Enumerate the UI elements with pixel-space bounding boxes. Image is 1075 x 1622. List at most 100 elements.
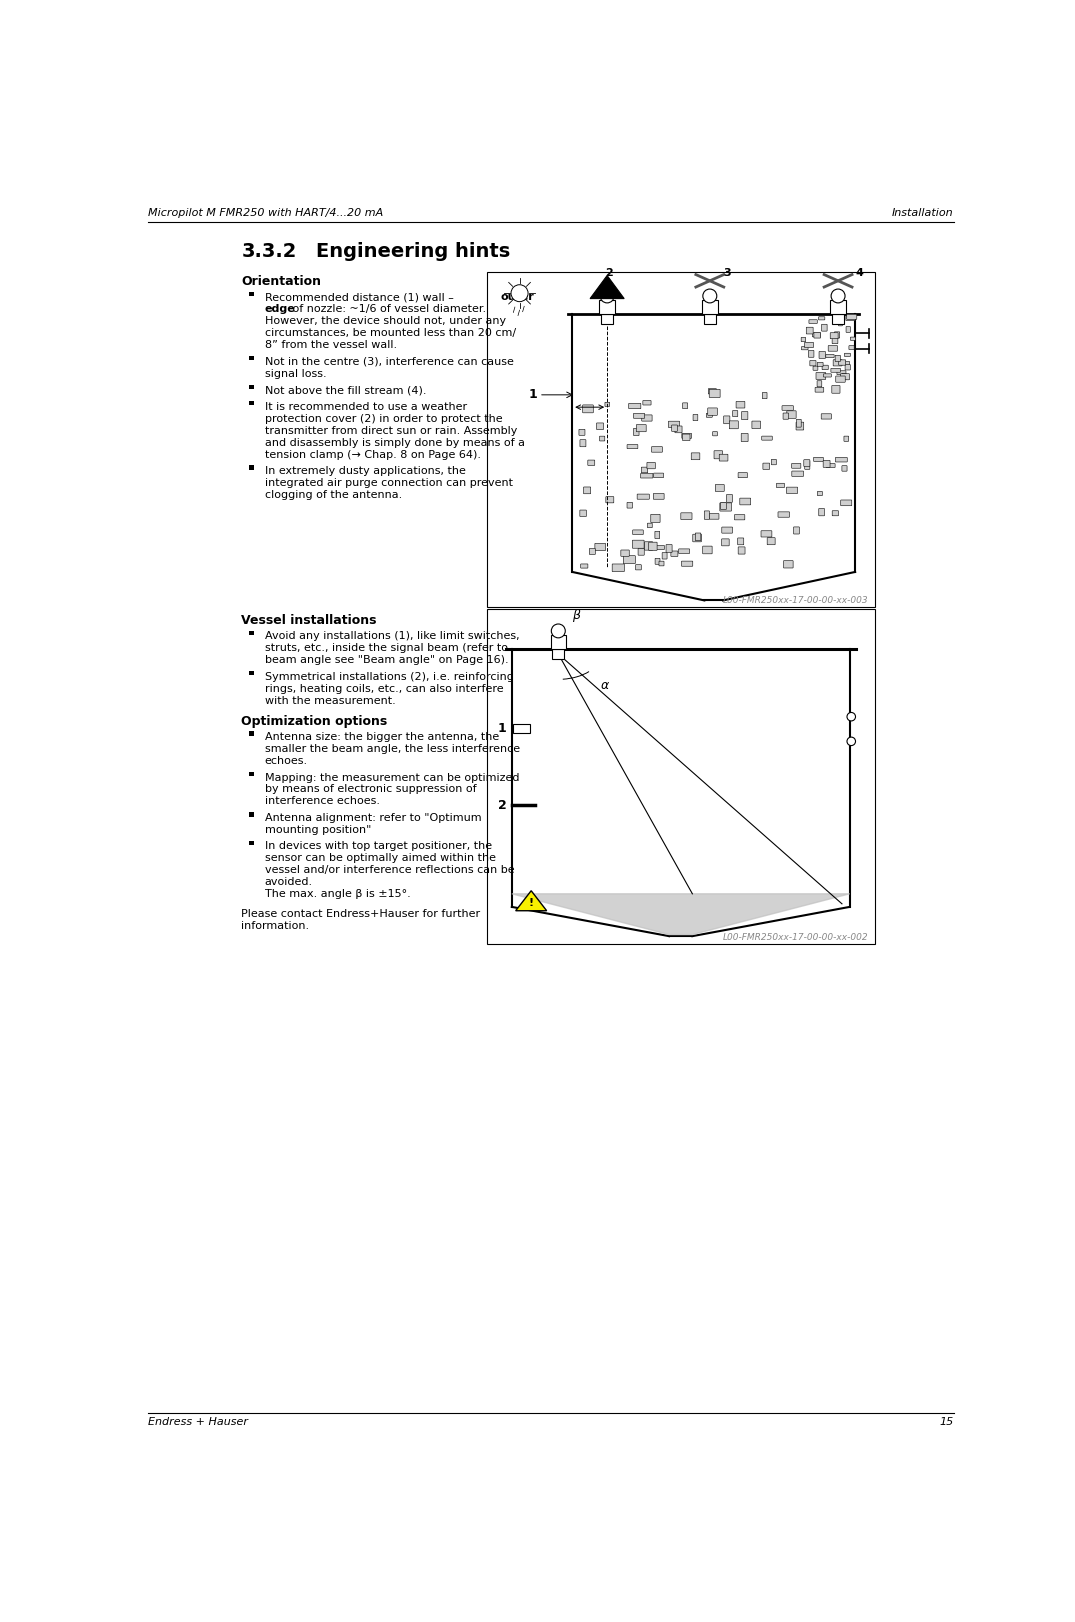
FancyBboxPatch shape (680, 513, 692, 519)
FancyBboxPatch shape (847, 315, 857, 320)
Text: sensor can be optimally aimed within the: sensor can be optimally aimed within the (264, 853, 496, 863)
Text: Avoid any installations (1), like limit switches,: Avoid any installations (1), like limit … (264, 631, 519, 641)
FancyBboxPatch shape (739, 472, 747, 478)
Text: Antenna size: the bigger the antenna, the: Antenna size: the bigger the antenna, th… (264, 732, 499, 743)
FancyBboxPatch shape (787, 487, 798, 493)
Text: rings, heating coils, etc., can also interfere: rings, heating coils, etc., can also int… (264, 683, 503, 694)
FancyBboxPatch shape (832, 511, 839, 516)
FancyBboxPatch shape (654, 493, 664, 500)
FancyBboxPatch shape (655, 558, 660, 564)
FancyBboxPatch shape (797, 422, 804, 430)
Bar (249, 732, 254, 736)
FancyBboxPatch shape (768, 537, 775, 545)
Text: It is recommended to use a weather: It is recommended to use a weather (264, 402, 467, 412)
Text: outer: outer (501, 292, 534, 302)
Text: Optimization options: Optimization options (241, 715, 388, 728)
FancyBboxPatch shape (720, 503, 727, 509)
FancyBboxPatch shape (827, 464, 835, 467)
Bar (249, 384, 254, 389)
FancyBboxPatch shape (633, 414, 645, 418)
Text: Engineering hints: Engineering hints (316, 242, 511, 261)
Bar (487, 608, 874, 944)
Bar (249, 672, 254, 675)
FancyBboxPatch shape (678, 548, 690, 553)
FancyBboxPatch shape (612, 564, 625, 571)
FancyBboxPatch shape (830, 333, 838, 339)
FancyBboxPatch shape (647, 462, 656, 469)
FancyBboxPatch shape (632, 540, 644, 548)
FancyBboxPatch shape (671, 551, 678, 556)
FancyBboxPatch shape (819, 509, 825, 516)
Polygon shape (516, 890, 547, 910)
Text: 2: 2 (498, 798, 506, 811)
FancyBboxPatch shape (643, 401, 651, 406)
FancyBboxPatch shape (818, 316, 825, 320)
Bar (514, 723, 530, 733)
FancyBboxPatch shape (832, 337, 837, 344)
FancyBboxPatch shape (762, 393, 768, 399)
Circle shape (600, 289, 614, 303)
FancyBboxPatch shape (708, 389, 716, 394)
Polygon shape (590, 276, 625, 298)
Text: 8” from the vessel wall.: 8” from the vessel wall. (264, 341, 397, 350)
Text: smaller the beam angle, the less interference: smaller the beam angle, the less interfe… (264, 744, 519, 754)
Bar (249, 292, 254, 297)
FancyBboxPatch shape (729, 420, 739, 428)
FancyBboxPatch shape (808, 350, 814, 357)
Text: transmitter from direct sun or rain. Assembly: transmitter from direct sun or rain. Ass… (264, 425, 517, 436)
Bar (702, 300, 718, 315)
FancyBboxPatch shape (579, 509, 586, 516)
FancyBboxPatch shape (642, 415, 653, 422)
Bar (487, 271, 874, 607)
Text: Mapping: the measurement can be optimized: Mapping: the measurement can be optimize… (264, 772, 519, 782)
FancyBboxPatch shape (659, 561, 664, 566)
FancyBboxPatch shape (704, 511, 710, 519)
FancyBboxPatch shape (821, 324, 827, 331)
FancyBboxPatch shape (693, 415, 698, 420)
FancyBboxPatch shape (696, 534, 701, 540)
FancyBboxPatch shape (782, 406, 793, 410)
FancyBboxPatch shape (645, 542, 653, 550)
FancyBboxPatch shape (691, 453, 700, 459)
FancyBboxPatch shape (845, 362, 849, 365)
FancyBboxPatch shape (831, 368, 841, 371)
FancyBboxPatch shape (633, 428, 639, 436)
FancyBboxPatch shape (792, 470, 803, 477)
FancyBboxPatch shape (739, 547, 745, 555)
Text: 4: 4 (856, 268, 863, 279)
FancyBboxPatch shape (584, 487, 590, 493)
FancyBboxPatch shape (707, 409, 717, 415)
FancyBboxPatch shape (662, 553, 668, 560)
FancyBboxPatch shape (594, 543, 605, 550)
Text: with the measurement.: with the measurement. (264, 696, 396, 706)
FancyBboxPatch shape (819, 352, 826, 358)
FancyBboxPatch shape (648, 542, 657, 550)
Text: protection cover (2) in order to protect the: protection cover (2) in order to protect… (264, 414, 502, 423)
Text: In extremely dusty applications, the: In extremely dusty applications, the (264, 466, 465, 477)
Text: !: ! (529, 899, 533, 908)
FancyBboxPatch shape (721, 539, 729, 547)
FancyBboxPatch shape (804, 342, 814, 347)
FancyBboxPatch shape (837, 371, 846, 375)
FancyBboxPatch shape (737, 539, 744, 545)
FancyBboxPatch shape (791, 464, 801, 469)
FancyBboxPatch shape (815, 388, 823, 393)
FancyBboxPatch shape (579, 430, 585, 435)
FancyBboxPatch shape (720, 503, 731, 511)
FancyBboxPatch shape (814, 457, 823, 461)
Text: beam angle see "Beam angle" on Page 16).: beam angle see "Beam angle" on Page 16). (264, 655, 508, 665)
FancyBboxPatch shape (580, 564, 588, 568)
Text: tension clamp (→ Chap. 8 on Page 64).: tension clamp (→ Chap. 8 on Page 64). (264, 449, 481, 459)
FancyBboxPatch shape (783, 414, 789, 418)
FancyBboxPatch shape (650, 514, 660, 522)
FancyBboxPatch shape (647, 524, 653, 527)
Text: Symmetrical installations (2), i.e. reinforcing: Symmetrical installations (2), i.e. rein… (264, 672, 514, 681)
FancyBboxPatch shape (710, 514, 719, 519)
Text: Antenna alignment: refer to "Optimum: Antenna alignment: refer to "Optimum (264, 813, 482, 822)
FancyBboxPatch shape (797, 420, 801, 427)
FancyBboxPatch shape (589, 548, 596, 555)
FancyBboxPatch shape (823, 373, 831, 376)
Bar (249, 466, 254, 470)
Text: Installation: Installation (892, 209, 954, 219)
FancyBboxPatch shape (826, 355, 834, 357)
